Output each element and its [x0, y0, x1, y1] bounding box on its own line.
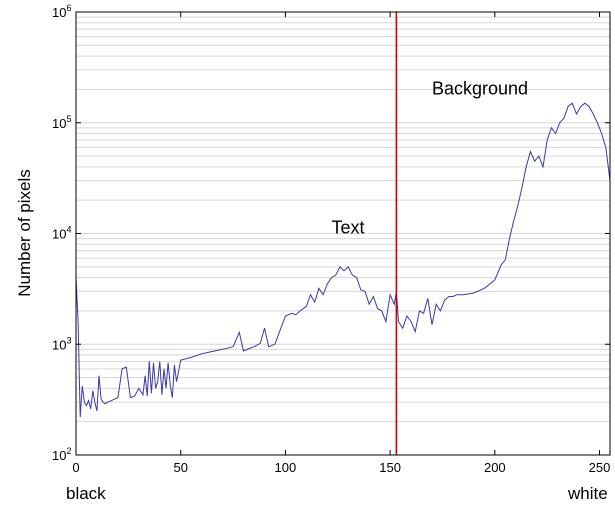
x-tick-label: 250: [589, 460, 611, 475]
y-tick-label: 105: [52, 114, 71, 131]
axis-ticks: 0 50 100 150 200 250 102 103 104 105 106: [52, 3, 610, 475]
x-axis-min-label: black: [66, 484, 106, 503]
annotation-label: Text: [331, 218, 364, 238]
y-tick-label: 106: [52, 3, 71, 20]
series-layer: [75, 102, 611, 418]
annotation-label: Background: [432, 78, 528, 98]
series-line: [75, 102, 611, 418]
x-axis-max-label: white: [568, 484, 608, 503]
x-tick-label: 0: [72, 460, 79, 475]
grid-lines: [76, 11, 610, 423]
y-axis-label: Number of pixels: [15, 169, 34, 297]
y-tick-label: 104: [52, 225, 71, 242]
x-tick-label: 150: [379, 460, 401, 475]
x-tick-label: 200: [484, 460, 506, 475]
y-tick-label: 102: [52, 446, 71, 463]
x-tick-label: 50: [173, 460, 187, 475]
y-tick-label: 103: [52, 335, 71, 352]
x-tick-label: 100: [275, 460, 297, 475]
annotations: Text Background: [331, 78, 528, 237]
